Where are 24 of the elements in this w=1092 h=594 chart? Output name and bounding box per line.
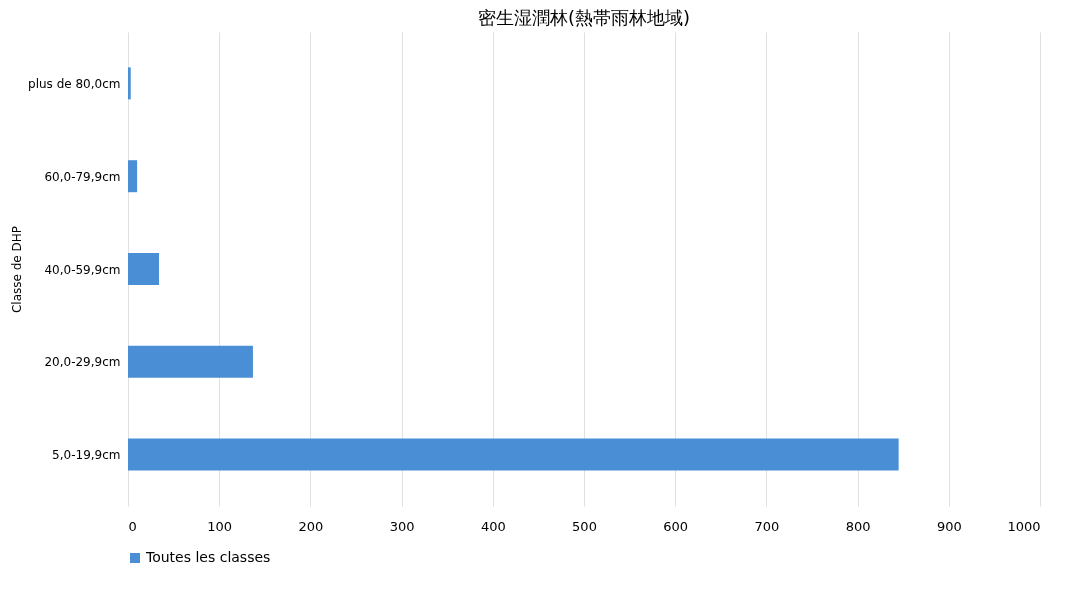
x-tick-label: 300: [389, 518, 415, 534]
chart-title: 密生湿潤林(熱帯雨林地域): [477, 7, 691, 28]
y-tick-label: 60,0-79,9cm: [44, 169, 121, 184]
bar: [128, 345, 253, 378]
bar: [128, 67, 131, 100]
y-tick-label: plus de 80,0cm: [28, 76, 121, 91]
y-axis-title: Classe de DHP: [10, 225, 25, 314]
x-tick-label: 100: [207, 518, 233, 534]
x-tick-label: 500: [572, 518, 597, 534]
bar: [128, 160, 138, 193]
legend-label: Toutes les classes: [145, 549, 271, 565]
y-tick-label: 40,0-59,9cm: [44, 262, 121, 277]
y-tick-label: 5,0-19,9cm: [52, 448, 121, 463]
x-tick-label: 400: [480, 518, 506, 534]
y-tick-label: 20,0-29,9cm: [44, 355, 121, 370]
x-tick-label: 200: [298, 518, 324, 534]
x-tick-label: 700: [754, 518, 780, 534]
x-tick-label: 0: [128, 518, 137, 534]
x-tick-label: 900: [936, 518, 962, 534]
x-tick-label: 1000: [1007, 518, 1041, 534]
x-tick-label: 800: [845, 518, 871, 534]
x-tick-label: 600: [663, 518, 689, 534]
bar: [128, 253, 160, 285]
bar: [128, 438, 899, 471]
